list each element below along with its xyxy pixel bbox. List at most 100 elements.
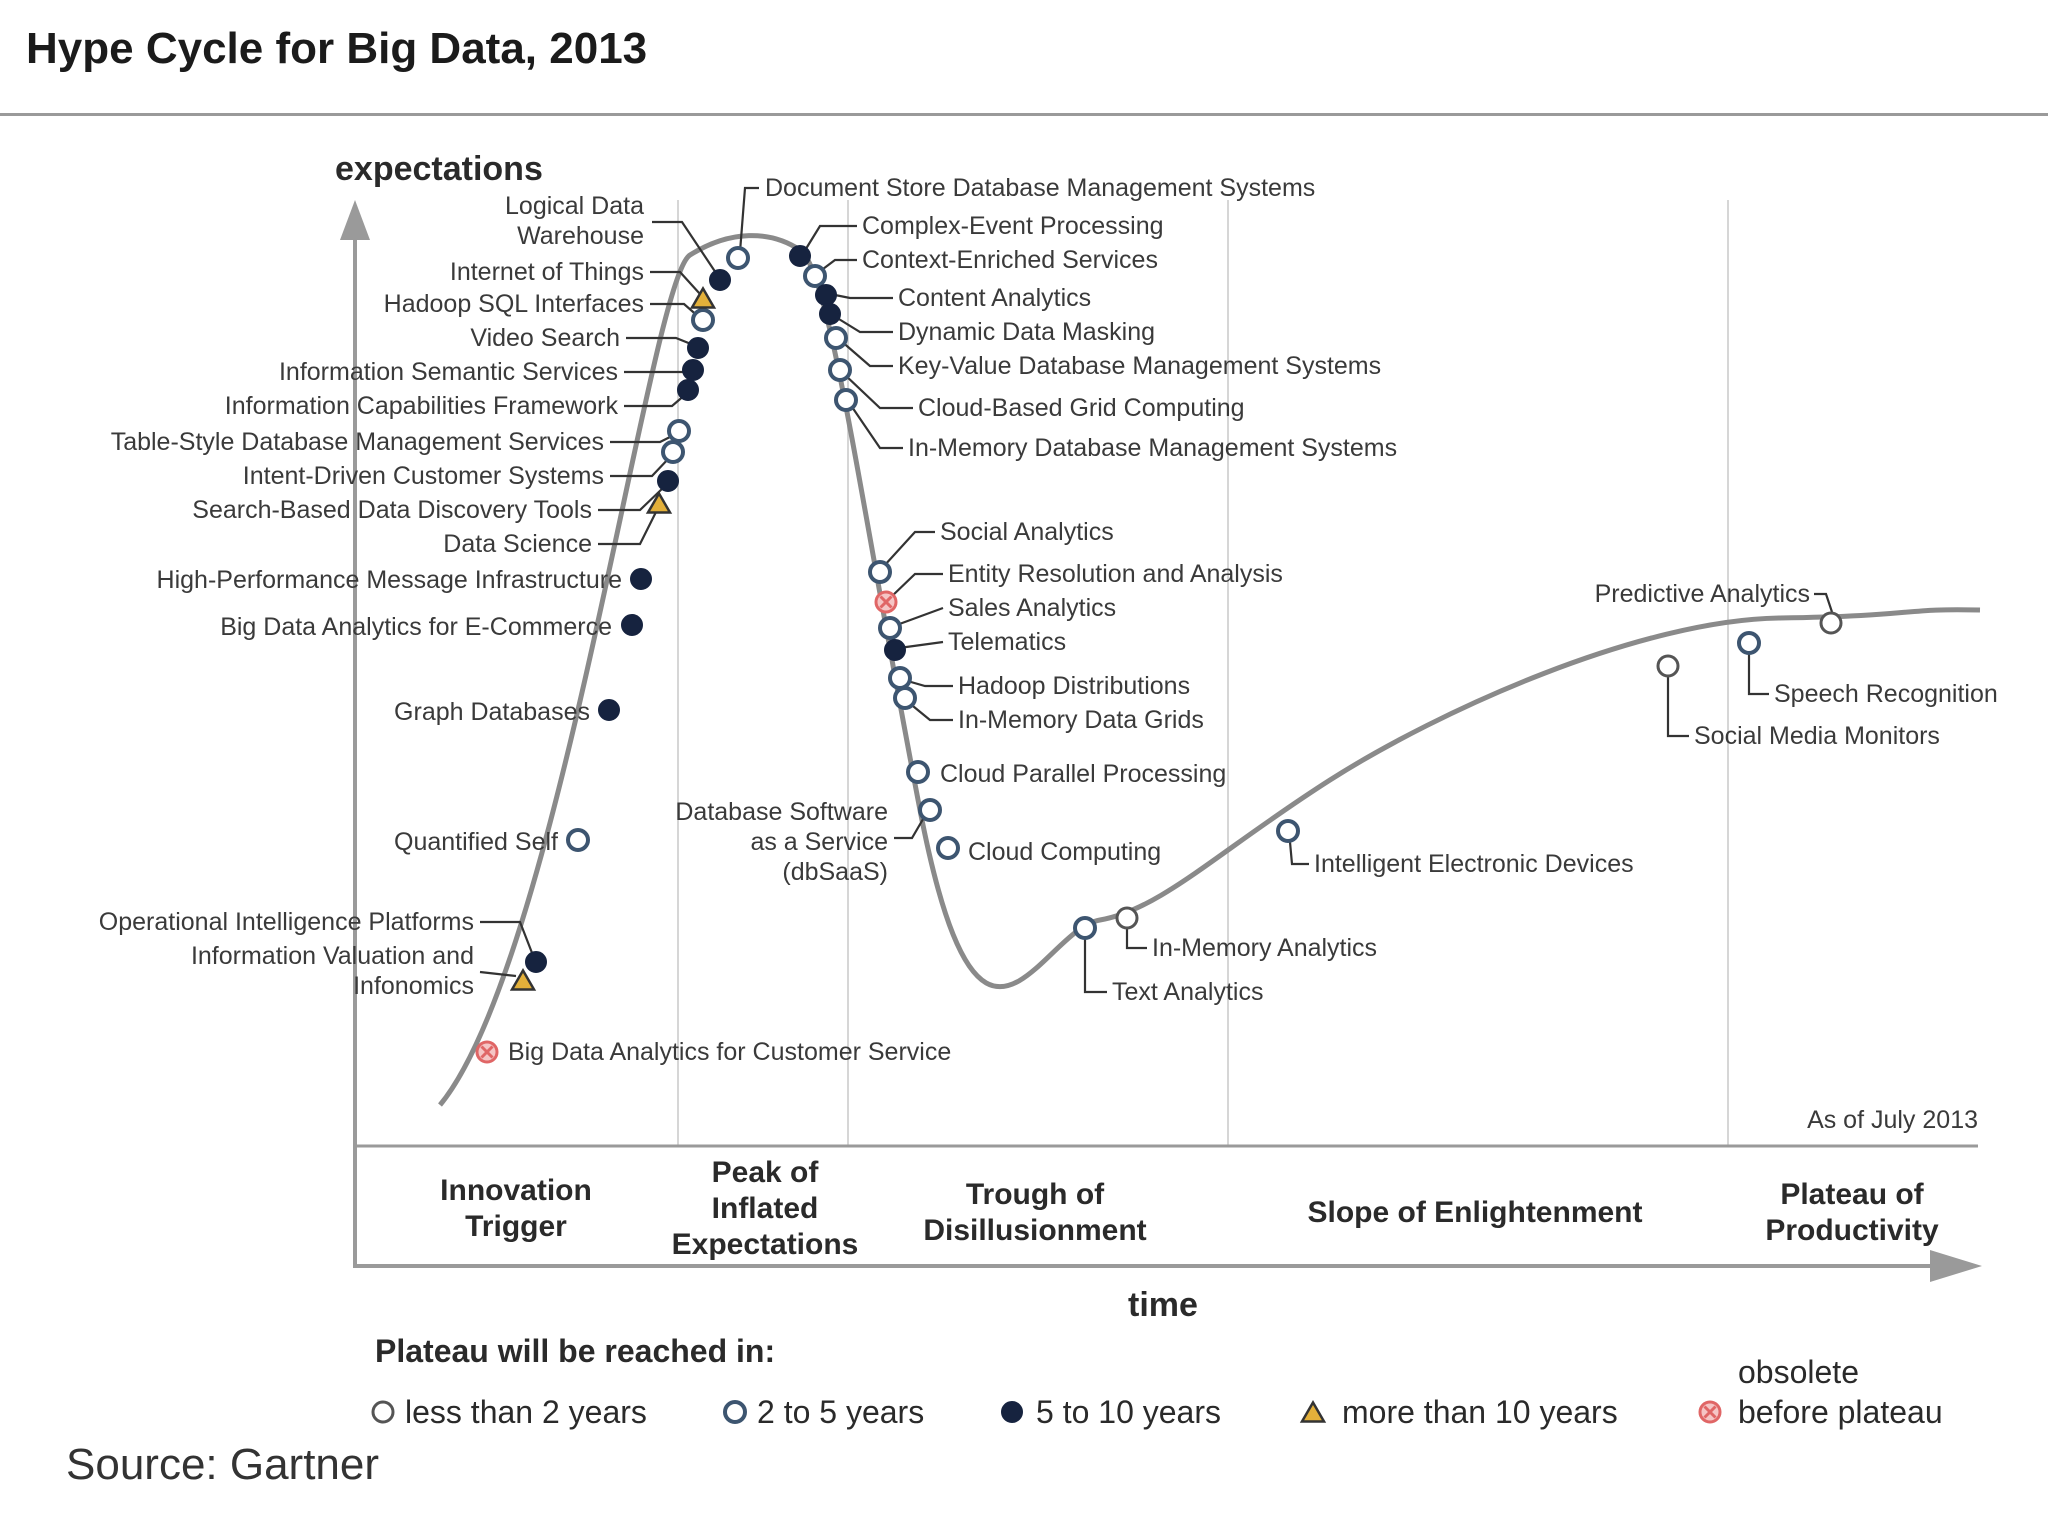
hype-curve [438,233,1981,1107]
telematics-marker [884,639,906,661]
technology-labels: Big Data Analytics for Customer Service O… [99,174,1998,1066]
legend-5-to-10-years-marker [1001,1401,1023,1423]
legend-2-to-5-years-label: 2 to 5 years [757,1394,924,1430]
data-science-label: Data Science [443,530,592,558]
database-software-as-a-service-dbsaas-label: Database Software [675,798,888,826]
phase-peak-of-inflated-expectations-line-1: Peak of [712,1156,820,1189]
predictive-analytics-marker [1819,611,1843,635]
legend: less than 2 years 2 to 5 years 5 to 10 yea… [371,1354,1943,1430]
quantified-self-marker [566,828,590,852]
phase-innovation-trigger-line-1: Innovation [440,1174,592,1207]
cloud-based-grid-computing-label: Cloud-Based Grid Computing [918,394,1245,422]
information-capabilities-framework-marker [677,379,699,401]
in-memory-database-management-systems-label: In-Memory Database Management Systems [908,434,1397,462]
label-leader-lines [479,186,1834,994]
cloud-computing-label: Cloud Computing [968,838,1161,866]
logical-data-warehouse-label: Logical Data [505,192,644,220]
complex-event-processing-marker [789,245,811,267]
dynamic-data-masking-marker [819,303,841,325]
document-store-database-management-systems-marker [726,246,750,270]
hadoop-distributions-marker [888,666,912,690]
hadoop-sql-interfaces-marker [691,308,715,332]
legend-obsolete-before-plateau-label-line-1: obsolete [1738,1354,1859,1390]
cloud-based-grid-computing-leader [843,373,913,410]
in-memory-database-management-systems-marker [834,388,858,412]
high-performance-message-infrastructure-marker [630,568,652,590]
graph-databases-marker [598,699,620,721]
technology-markers [475,245,1843,1064]
data-science-leader [598,511,657,546]
social-analytics-leader [883,530,935,567]
entity-resolution-and-analysis-marker [874,590,898,614]
video-search-marker [687,337,709,359]
intelligent-electronic-devices-label: Intelligent Electronic Devices [1314,850,1634,878]
big-data-analytics-for-e-commerce-marker [621,614,643,636]
logical-data-warehouse-leader [652,220,719,277]
predictive-analytics-leader [1814,592,1834,613]
y-axis-title: expectations [335,150,543,188]
operational-intelligence-platforms-leader [480,920,536,959]
social-media-monitors-leader [1666,677,1689,738]
x-axis-arrow [1930,1250,1982,1282]
source-credit: Source: Gartner [66,1440,380,1489]
intent-driven-customer-systems-label: Intent-Driven Customer Systems [243,462,604,490]
internet-of-things-leader [650,270,701,295]
key-value-database-management-systems-marker [824,326,848,350]
internet-of-things-marker [689,286,717,309]
document-store-database-management-systems-label: Document Store Database Management Syste… [765,174,1315,202]
logical-data-warehouse-label-line-2: Warehouse [517,222,644,250]
sales-analytics-marker [878,616,902,640]
social-analytics-label: Social Analytics [940,518,1114,546]
big-data-analytics-for-customer-service-marker [475,1040,499,1064]
information-semantic-services-label: Information Semantic Services [279,358,618,386]
legend-more-than-10-years-marker [1299,1400,1327,1423]
high-performance-message-infrastructure-label: High-Performance Message Infrastructure [157,566,622,594]
phase-trough-of-disillusionment-line-1: Trough of [966,1178,1105,1211]
intent-driven-customer-systems-marker [661,440,685,464]
legend-less-than-2-years-label: less than 2 years [405,1394,647,1430]
context-enriched-services-label: Context-Enriched Services [862,246,1158,274]
text-analytics-label: Text Analytics [1112,978,1263,1006]
search-based-data-discovery-tools-marker [657,470,679,492]
database-software-as-a-service-dbsaas-label-line-3: (dbSaaS) [782,858,888,886]
cloud-based-grid-computing-marker [828,358,852,382]
information-valuation-and-infonomics-leader [479,970,517,978]
speech-recognition-marker [1737,631,1761,655]
intent-driven-customer-systems-leader [610,456,671,478]
information-valuation-and-infonomics-label-line-2: Infonomics [353,972,474,1000]
data-science-marker [645,491,673,514]
content-analytics-leader [829,292,893,300]
in-memory-analytics-marker [1115,906,1139,930]
phase-plateau-of-productivity-line-1: Plateau of [1780,1178,1924,1211]
database-software-as-a-service-dbsaas-label-line-2: as a Service [750,828,888,856]
information-capabilities-framework-label: Information Capabilities Framework [225,392,619,420]
quantified-self-label: Quantified Self [394,828,558,856]
legend-obsolete-before-plateau-label-line-2: before plateau [1738,1394,1943,1430]
operational-intelligence-platforms-marker [525,951,547,973]
context-enriched-services-leader [818,258,857,273]
phase-dividers [677,200,1729,1145]
legend-more-than-10-years-label: more than 10 years [1342,1394,1618,1430]
in-memory-data-grids-label: In-Memory Data Grids [958,706,1204,734]
text-analytics-marker [1073,916,1097,940]
title-divider [0,113,2048,116]
social-analytics-marker [868,560,892,584]
sales-analytics-label: Sales Analytics [948,594,1116,622]
internet-of-things-label: Internet of Things [450,258,644,286]
complex-event-processing-leader [803,224,857,253]
content-analytics-label: Content Analytics [898,284,1091,312]
key-value-database-management-systems-leader [839,339,893,368]
table-style-database-management-services-leader [610,433,677,444]
y-axis-arrow [340,200,370,240]
legend-less-than-2-years-marker [371,1400,395,1424]
phase-trough-of-disillusionment-line-2: Disillusionment [923,1214,1146,1247]
table-style-database-management-services-label: Table-Style Database Management Services [111,428,604,456]
intelligent-electronic-devices-marker [1276,819,1300,843]
big-data-analytics-for-e-commerce-label: Big Data Analytics for E-Commerce [220,613,612,641]
database-software-as-a-service-dbsaas-leader [894,813,927,840]
big-data-analytics-for-customer-service-label: Big Data Analytics for Customer Service [508,1038,951,1066]
telematics-label: Telematics [948,628,1066,656]
video-search-label: Video Search [470,324,620,352]
